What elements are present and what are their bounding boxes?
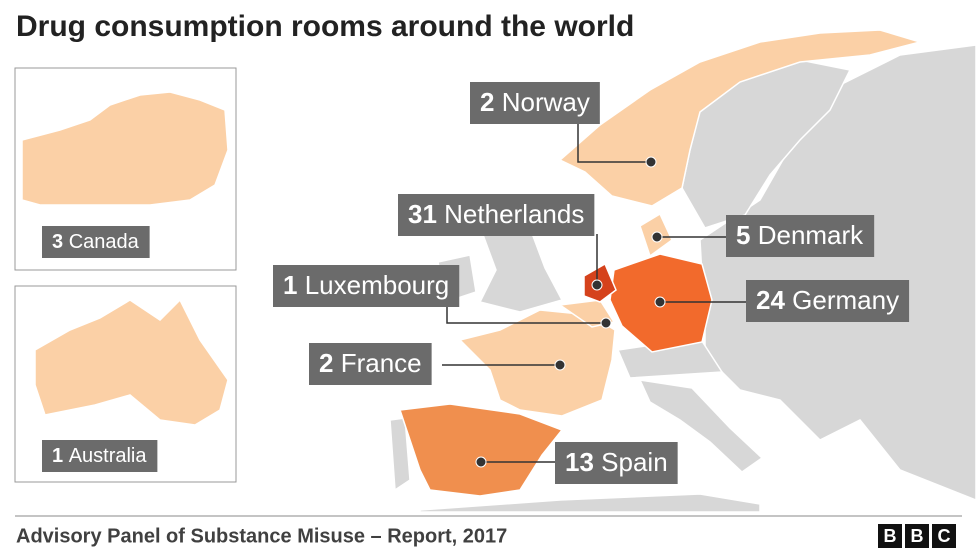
label-box <box>398 194 595 236</box>
label-box <box>726 215 875 257</box>
inset-labels: 3 Canada 1 Australia <box>42 226 158 472</box>
location-dot <box>554 359 566 371</box>
label-name: Australia <box>69 445 148 467</box>
portugal <box>389 417 411 492</box>
logo-block <box>932 524 956 548</box>
logo-letter: B <box>911 526 924 546</box>
label-box <box>273 265 460 307</box>
label-count: 24 <box>756 285 785 315</box>
label: 1 Luxembourg <box>273 265 460 307</box>
label-text: 1 Australia <box>52 445 147 467</box>
label-count: 5 <box>736 220 750 250</box>
location-dot <box>475 456 487 468</box>
label-name: Denmark <box>758 220 864 250</box>
label-text: 24 Germany <box>756 285 899 315</box>
label-count: 1 <box>283 270 297 300</box>
label: 1 Australia <box>42 440 158 472</box>
label: 2 France <box>309 343 432 385</box>
label-name: Canada <box>69 231 140 253</box>
spain <box>398 403 564 497</box>
label-text: 13 Spain <box>565 447 668 477</box>
logo-block <box>878 524 902 548</box>
label: 13 Spain <box>555 442 678 484</box>
leader-line <box>446 305 606 324</box>
location-dot <box>645 156 657 168</box>
label-name: Germany <box>792 285 899 315</box>
label-box <box>470 82 600 124</box>
location-dot <box>654 296 666 308</box>
label-text: 2 France <box>319 348 422 378</box>
label-text: 2 Norway <box>480 87 590 117</box>
label-count: 13 <box>565 447 594 477</box>
label-name: Luxembourg <box>305 270 450 300</box>
logo-letter: B <box>884 526 897 546</box>
label-name: France <box>341 348 422 378</box>
location-dot <box>600 317 612 329</box>
france <box>458 309 616 417</box>
label-box <box>42 440 158 472</box>
label: 3 Canada <box>42 226 150 258</box>
belgium-luxembourg <box>557 299 616 328</box>
logo-letter: C <box>938 526 951 546</box>
label-text: 1 Luxembourg <box>283 270 449 300</box>
label-count: 31 <box>408 199 437 229</box>
north-africa <box>419 493 761 513</box>
label-name: Spain <box>601 447 668 477</box>
label-name: Norway <box>502 87 590 117</box>
label: 5 Denmark <box>726 215 875 257</box>
canada-inset <box>14 67 237 271</box>
canada <box>21 91 229 206</box>
label-text: 31 Netherlands <box>408 199 584 229</box>
logo-block <box>905 524 929 548</box>
label-count: 2 <box>319 348 333 378</box>
location-dot <box>651 231 663 243</box>
label-count: 3 <box>52 231 63 253</box>
label: 31 Netherlands <box>398 194 595 236</box>
location-dot <box>591 279 603 291</box>
source: Advisory Panel of Substance Misuse – Rep… <box>16 525 507 547</box>
label-count: 2 <box>480 87 494 117</box>
label-name: Netherlands <box>444 199 584 229</box>
australia-inset <box>14 285 237 483</box>
label-text: 5 Denmark <box>736 220 864 250</box>
label: 2 Norway <box>470 82 600 124</box>
label-count: 1 <box>52 445 63 467</box>
italy <box>638 379 764 473</box>
label-text: 3 Canada <box>52 231 140 253</box>
leader-line <box>577 124 651 163</box>
australia <box>34 298 229 426</box>
label-box <box>746 280 910 322</box>
title: Drug consumption rooms around the world <box>16 10 634 43</box>
label-box <box>555 442 678 484</box>
label: 24 Germany <box>746 280 910 322</box>
europe-map <box>389 29 976 513</box>
label-box <box>309 343 432 385</box>
label-box <box>42 226 150 258</box>
country-labels: 2 Norway 31 Netherlands 5 Denmark 1 Luxembo… <box>273 82 910 484</box>
